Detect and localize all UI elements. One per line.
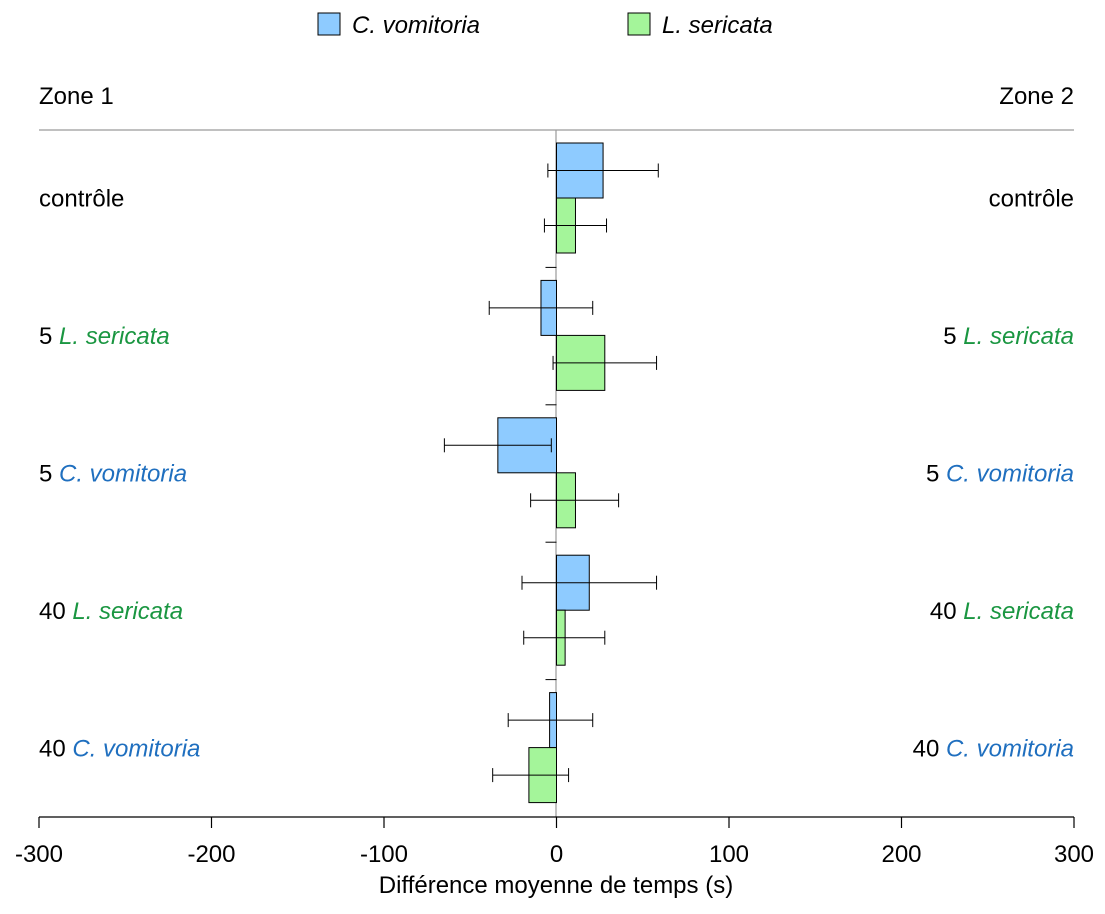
category-label-right: 5 L. sericata: [943, 323, 1074, 350]
category-label-left: 40 L. sericata: [39, 598, 183, 625]
x-tick-label: -300: [15, 841, 63, 868]
legend-swatch-l-sericata: [627, 12, 651, 36]
category-label-left: contrôle: [39, 186, 124, 213]
category-label-species: L. sericata: [59, 323, 170, 350]
category-label-count: 40: [39, 735, 72, 762]
category-label-right: 5 C. vomitoria: [926, 461, 1074, 488]
category-dividers: [545, 266, 557, 681]
zone-1-label: Zone 1: [39, 83, 114, 110]
bars: [497, 142, 606, 804]
legend-label-c-vomitoria: C. vomitoria: [352, 12, 480, 39]
category-label-species: C. vomitoria: [946, 735, 1074, 762]
category-label-right: contrôle: [989, 186, 1074, 213]
error-bars: [443, 163, 659, 783]
x-tick-label: -200: [187, 841, 235, 868]
category-label-count: 5: [926, 461, 946, 488]
category-label-right: 40 C. vomitoria: [913, 735, 1074, 762]
category-label-count: 5: [39, 461, 59, 488]
category-label-right: 40 L. sericata: [930, 598, 1074, 625]
category-label-count: 40: [39, 598, 72, 625]
category-label-count: 40: [930, 598, 963, 625]
x-tick-label: 100: [709, 841, 749, 868]
zone-2-label: Zone 2: [999, 83, 1074, 110]
x-tick-label: -100: [360, 841, 408, 868]
legend-label-l-sericata: L. sericata: [662, 12, 773, 39]
legend: C. vomitoria L. sericata: [317, 12, 773, 39]
category-label-count: 5: [39, 323, 59, 350]
category-label-species: L. sericata: [72, 598, 183, 625]
category-label-species: contrôle: [989, 186, 1074, 213]
x-tick-label: 0: [550, 841, 563, 868]
x-axis-ticks: -300 -200 -100 0 100 200 300: [15, 817, 1094, 868]
category-label-species: C. vomitoria: [72, 735, 200, 762]
x-tick-label: 200: [881, 841, 921, 868]
legend-swatch-c-vomitoria: [317, 12, 341, 36]
category-label-count: 5: [943, 323, 963, 350]
x-axis-label: Différence moyenne de temps (s): [379, 872, 733, 899]
category-label-count: 40: [913, 735, 946, 762]
category-label-species: C. vomitoria: [946, 461, 1074, 488]
category-label-species: L. sericata: [963, 598, 1074, 625]
category-label-species: C. vomitoria: [59, 461, 187, 488]
category-label-left: 40 C. vomitoria: [39, 735, 200, 762]
category-label-species: contrôle: [39, 186, 124, 213]
category-label-species: L. sericata: [963, 323, 1074, 350]
category-label-left: 5 L. sericata: [39, 323, 170, 350]
category-label-left: 5 C. vomitoria: [39, 461, 187, 488]
x-tick-label: 300: [1054, 841, 1094, 868]
